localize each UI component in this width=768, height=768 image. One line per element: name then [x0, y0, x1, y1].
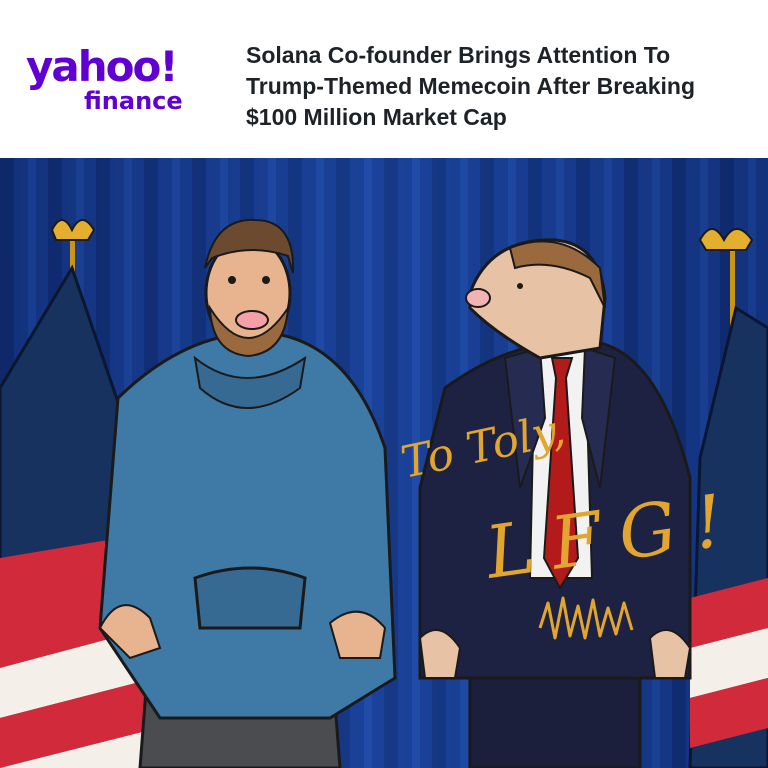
- article-illustration: To Toly, LFG!: [0, 158, 768, 768]
- signature-scribble: [538, 596, 634, 640]
- hoodie-man-figure: [98, 218, 397, 768]
- logo-wordmark-finance: finance: [84, 87, 183, 115]
- logo-wordmark-yahoo: yahoo!: [26, 42, 178, 91]
- article-headline[interactable]: Solana Co-founder Brings Attention To Tr…: [246, 42, 696, 130]
- cartoon-artwork: To Toly, LFG!: [0, 158, 768, 768]
- article-header: yahoo! finance Solana Co-founder Brings …: [0, 0, 768, 158]
- right-flag: [688, 228, 768, 768]
- suited-figure: [418, 238, 692, 768]
- yahoo-finance-logo[interactable]: yahoo! finance: [26, 44, 201, 119]
